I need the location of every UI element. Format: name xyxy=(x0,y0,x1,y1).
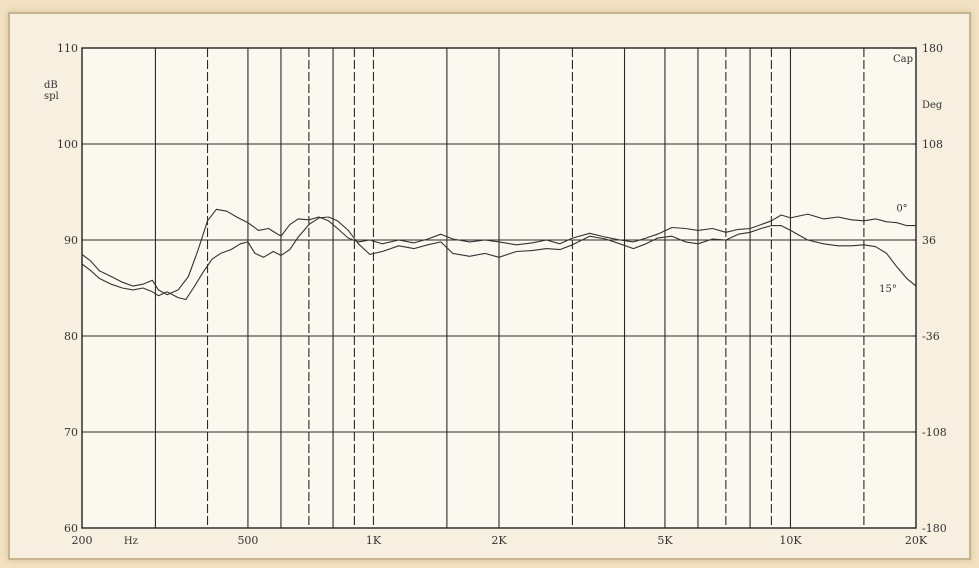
x-tick-label: 500 xyxy=(237,534,258,547)
axis-labels: 60 70 80 90 100 110 -180 -108 -36 36 108 180 200 500 1… xyxy=(44,42,947,547)
y2-tick-label: 180 xyxy=(922,42,943,55)
x-tick-label: 1K xyxy=(366,534,382,547)
series-layer xyxy=(81,208,917,301)
y2-tick-label: 108 xyxy=(922,138,943,151)
y2-unit-label: Deg xyxy=(922,100,943,111)
y-tick-label: 90 xyxy=(64,234,78,247)
y-tick-label: 60 xyxy=(64,522,78,535)
y-unit-label: dB xyxy=(44,80,58,91)
y2-tick-label: -36 xyxy=(922,330,940,343)
y2-tick-label: 36 xyxy=(922,234,936,247)
frequency-response-chart: 60 70 80 90 100 110 -180 -108 -36 36 108 180 200 500 1… xyxy=(44,42,947,547)
series-label-2: 15° xyxy=(879,284,897,295)
y2-tick-label: -180 xyxy=(922,522,947,535)
x-tick-label: 200 xyxy=(72,534,93,547)
x-unit-label: Hz xyxy=(124,536,138,547)
y-tick-label: 70 xyxy=(64,426,78,439)
x-tick-label: 5K xyxy=(657,534,673,547)
grid xyxy=(82,47,916,529)
x-tick-label: 10K xyxy=(779,534,802,547)
y-tick-label: 110 xyxy=(57,42,78,55)
chart-frame: 60 70 80 90 100 110 -180 -108 -36 36 108 180 200 500 1… xyxy=(8,12,971,560)
y2-tick-label: -108 xyxy=(922,426,947,439)
y-unit-label: spl xyxy=(44,91,59,102)
series-line-1 xyxy=(81,208,916,296)
x-tick-label: 2K xyxy=(491,534,507,547)
top-right-label: Cap xyxy=(893,54,913,65)
x-tick-label: 20K xyxy=(905,534,928,547)
y-tick-label: 100 xyxy=(57,138,78,151)
series-label-1: 0° xyxy=(896,204,907,215)
series-line-2 xyxy=(81,216,917,301)
y-tick-label: 80 xyxy=(64,330,78,343)
